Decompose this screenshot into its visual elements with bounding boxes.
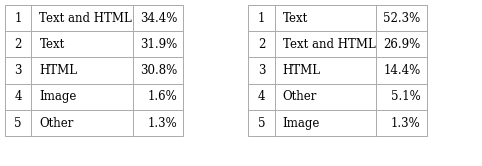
- Text: HTML: HTML: [283, 64, 321, 77]
- Text: 5: 5: [258, 117, 265, 129]
- Text: 5.1%: 5.1%: [391, 90, 420, 103]
- Text: Text: Text: [40, 38, 65, 51]
- Bar: [248, 5, 427, 136]
- Text: Image: Image: [283, 117, 320, 129]
- Text: HTML: HTML: [40, 64, 78, 77]
- Text: 4: 4: [258, 90, 265, 103]
- Text: 26.9%: 26.9%: [383, 38, 420, 51]
- Text: 52.3%: 52.3%: [383, 12, 420, 25]
- Text: 3: 3: [14, 64, 22, 77]
- Text: 3: 3: [258, 64, 265, 77]
- Text: Text and HTML: Text and HTML: [40, 12, 132, 25]
- Bar: [5, 5, 183, 136]
- Text: Other: Other: [40, 117, 74, 129]
- Text: Text and HTML: Text and HTML: [283, 38, 375, 51]
- Text: 34.4%: 34.4%: [140, 12, 177, 25]
- Text: 1.3%: 1.3%: [147, 117, 177, 129]
- Text: 5: 5: [14, 117, 22, 129]
- Text: 1.6%: 1.6%: [147, 90, 177, 103]
- Text: 4: 4: [14, 90, 22, 103]
- Text: 1.3%: 1.3%: [391, 117, 420, 129]
- Text: 2: 2: [14, 38, 22, 51]
- Text: Other: Other: [283, 90, 317, 103]
- Text: 31.9%: 31.9%: [140, 38, 177, 51]
- Text: 30.8%: 30.8%: [140, 64, 177, 77]
- Text: 14.4%: 14.4%: [383, 64, 420, 77]
- Text: 1: 1: [258, 12, 265, 25]
- Text: Text: Text: [283, 12, 308, 25]
- Text: 2: 2: [258, 38, 265, 51]
- Text: Image: Image: [40, 90, 77, 103]
- Text: 1: 1: [14, 12, 22, 25]
